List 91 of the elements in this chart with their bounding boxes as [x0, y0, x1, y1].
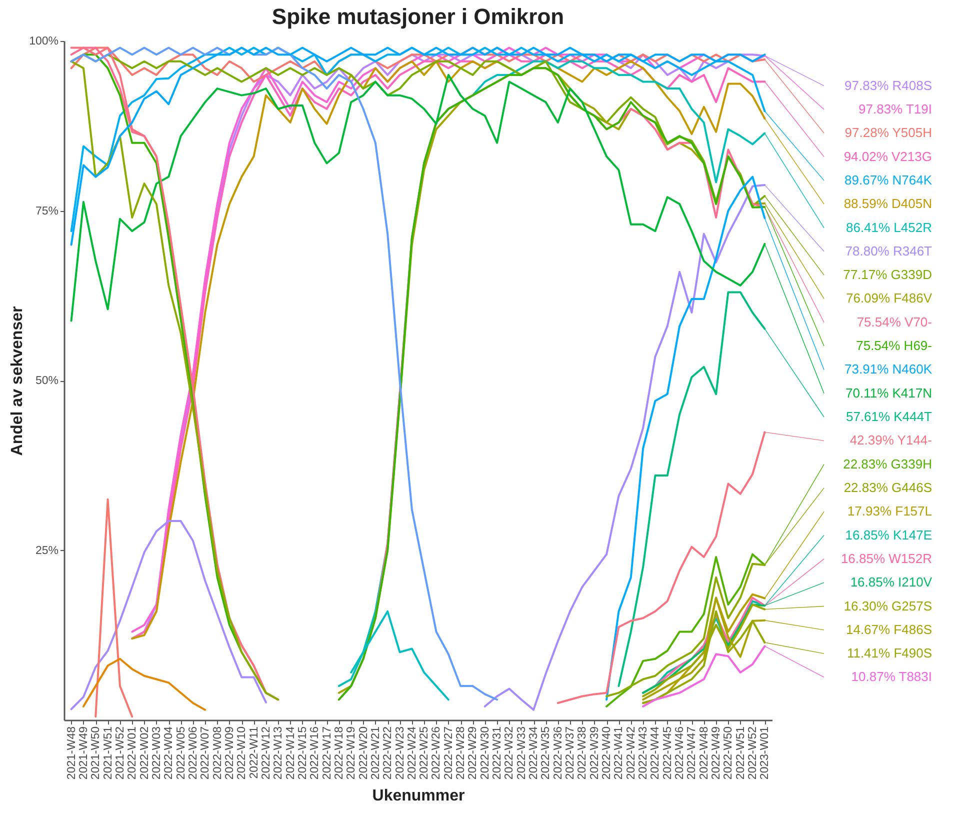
x-tick-label: 2022-W37 — [564, 726, 577, 780]
x-tick-label: 2022-W28 — [455, 726, 468, 780]
x-tick-label: 2022-W50 — [722, 726, 735, 780]
x-tick-label: 2022-W44 — [650, 726, 662, 780]
y-tick-label: 75% — [35, 205, 58, 218]
text: 86.41% L452R — [846, 220, 932, 235]
x-tick-label: 2022-W03 — [150, 726, 163, 780]
x-tick-label: 2022-W46 — [674, 726, 686, 780]
x-tick-label: 2022-W24 — [406, 726, 418, 780]
x-tick-label: 2022-W41 — [613, 726, 626, 780]
x-axis-title: Ukenummer — [372, 788, 465, 805]
y-tick-label: 50% — [35, 375, 58, 387]
x-tick-label: 2022-W30 — [479, 726, 492, 780]
text: 16.85% I210V — [850, 574, 932, 590]
x-tick-label: 2021-W49 — [78, 726, 90, 780]
y-tick-label: 100% — [29, 36, 58, 48]
x-tick-label: 2022-W08 — [212, 726, 224, 780]
x-tick-label: 2022-W26 — [430, 726, 443, 780]
x-tick-label: 2022-W22 — [382, 726, 394, 780]
x-tick-label: 2022-W16 — [309, 726, 322, 780]
text: 17.93% F157L — [847, 504, 932, 519]
x-tick-label: 2021-W50 — [90, 726, 102, 780]
x-tick-label: 2022-W48 — [698, 726, 710, 780]
x-tick-label: 2022-W02 — [138, 726, 151, 780]
text: 89.67% N764K — [844, 172, 932, 188]
x-tick-label: 2022-W43 — [638, 726, 650, 780]
x-tick-label: 2022-W29 — [467, 726, 480, 780]
text: 76.09% F486V — [846, 290, 932, 306]
x-tick-label: 2022-W15 — [296, 726, 309, 780]
x-tick-label: 2022-W36 — [552, 726, 564, 780]
x-tick-label: 2021-W51 — [102, 726, 114, 780]
x-tick-label: 2022-W04 — [163, 726, 176, 780]
x-tick-label: 2022-W07 — [200, 726, 212, 780]
x-tick-label: 2021-W52 — [114, 726, 126, 780]
x-tick-label: 2022-W14 — [284, 726, 297, 780]
legend-label: 11.41% F490S — [846, 646, 932, 661]
x-tick-label: 2022-W33 — [516, 726, 528, 780]
text: 22.83% G446S — [844, 480, 932, 495]
x-tick-label: 2022-W51 — [734, 726, 747, 780]
x-tick-label: 2022-W45 — [662, 726, 674, 780]
text: 97.28% Y505H — [844, 125, 932, 140]
text: 75.54% V70- — [856, 314, 932, 330]
x-tick-label: 2022-W06 — [187, 726, 200, 780]
x-tick-label: 2022-W27 — [442, 726, 455, 780]
text: 77.17% G339D — [843, 267, 932, 282]
text: 16.85% W152R — [840, 550, 932, 566]
text: 22.83% G339H — [843, 456, 932, 472]
text: 97.83% R408S — [844, 78, 932, 93]
text: 75.54% H69- — [856, 338, 932, 354]
text: 10.87% T883I — [851, 669, 932, 684]
x-tick-label: 2022-W35 — [540, 726, 552, 780]
x-tick-label: 2022-W13 — [272, 726, 285, 780]
x-tick-label: 2023-W01 — [759, 726, 772, 780]
x-tick-label: 2021-W48 — [66, 726, 78, 780]
x-tick-label: 2022-W18 — [333, 726, 346, 780]
text: 73.91% N460K — [844, 362, 932, 377]
x-tick-label: 2022-W20 — [358, 726, 370, 780]
x-tick-label: 2022-W42 — [625, 726, 638, 780]
x-tick-label: 2022-W49 — [710, 726, 723, 780]
text: 16.85% K147E — [845, 527, 932, 542]
x-tick-label: 2022-W09 — [224, 726, 236, 780]
x-tick-label: 2022-W11 — [248, 726, 260, 779]
text: 88.59% D405N — [844, 196, 932, 212]
y-axis-title: Andel av sekvenser — [9, 306, 26, 456]
x-tick-label: 2022-W38 — [576, 726, 589, 780]
x-tick-label: 2022-W39 — [588, 726, 601, 780]
x-tick-label: 2022-W34 — [528, 726, 540, 780]
x-tick-label: 2022-W05 — [175, 726, 188, 780]
legend-label: 16.30% G257S — [844, 598, 932, 614]
x-tick-label: 2022-W32 — [504, 726, 516, 780]
text: 57.61% K444T — [846, 409, 932, 424]
legend-label: 42.39% Y144- — [850, 432, 932, 448]
x-tick-label: 2022-W47 — [686, 726, 698, 780]
x-tick-label: 2022-W25 — [418, 726, 431, 780]
text: 97.83% T19I — [858, 101, 932, 116]
x-tick-label: 2022-W01 — [126, 726, 139, 780]
x-tick-label: 2022-W52 — [747, 726, 760, 780]
chart-title: Spike mutasjoner i Omikron — [272, 4, 564, 29]
text: 94.02% V213G — [844, 148, 932, 164]
x-tick-label: 2022-W12 — [260, 726, 272, 780]
legend-label: 14.67% F486S — [846, 622, 932, 637]
x-tick-label: 2022-W23 — [394, 726, 406, 780]
x-tick-label: 2022-W31 — [492, 726, 504, 780]
x-tick-label: 2022-W10 — [236, 726, 248, 780]
x-tick-label: 2022-W40 — [601, 726, 614, 780]
x-tick-label: 2022-W19 — [346, 726, 358, 780]
y-tick-label: 25% — [35, 544, 58, 557]
text: 70.11% K417N — [846, 385, 932, 400]
x-tick-label: 2022-W17 — [321, 726, 334, 780]
text: 78.80% R346T — [845, 243, 932, 258]
x-tick-label: 2022-W21 — [370, 726, 382, 780]
